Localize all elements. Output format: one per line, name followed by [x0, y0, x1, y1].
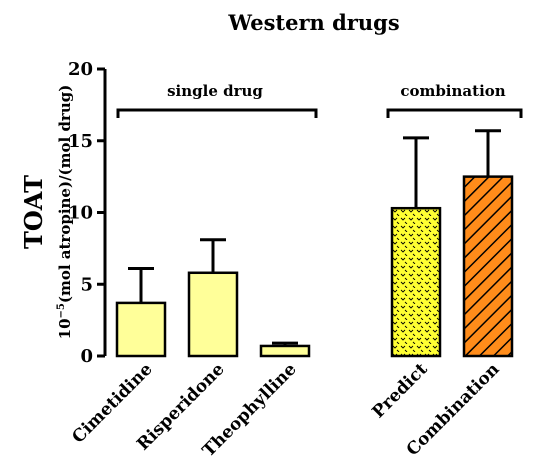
chart-title: Western drugs: [227, 10, 399, 35]
y-tick-label: 15: [68, 131, 93, 152]
y-axis-unit-rest: (mol atropine)/(mol drug): [56, 85, 74, 303]
group-label: single drug: [167, 82, 263, 100]
bar: [462, 175, 514, 358]
y-axis-title: TOAT: [19, 175, 48, 249]
group-brackets: single drug combination: [116, 82, 523, 118]
bar: [259, 344, 311, 358]
y-axis-unit-base: 10: [56, 318, 74, 339]
y-tick-label: 5: [80, 274, 93, 295]
y-tick-label: 0: [80, 346, 93, 367]
bar: [115, 301, 167, 358]
group-bracket: [116, 108, 318, 118]
y-axis-unit: 10−5(mol atropine)/(mol drug): [56, 85, 74, 340]
y-axis: 0 5 10 15 20: [68, 59, 107, 367]
y-axis-unit-exponent: −5: [56, 303, 67, 318]
y-tick-label: 20: [68, 59, 93, 80]
bar: [187, 271, 239, 358]
bars: [115, 129, 514, 358]
y-tick-label: 10: [68, 203, 93, 224]
x-tick-label: Predict: [369, 359, 432, 422]
group-label: combination: [400, 82, 505, 100]
bar: [390, 206, 442, 358]
group-bracket: [386, 108, 523, 118]
